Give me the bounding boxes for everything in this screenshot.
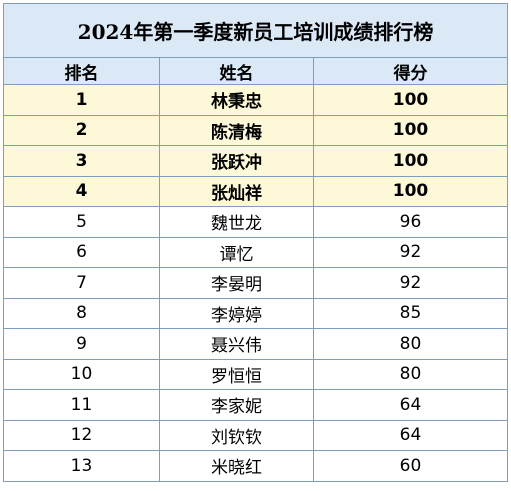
score-cell: 60 <box>313 450 508 482</box>
rank-cell: 12 <box>3 419 160 451</box>
table-row: 6 谭忆 92 <box>3 236 508 268</box>
table-row: 10 罗恒恒 80 <box>3 358 508 390</box>
name-cell: 刘钦钦 <box>159 419 314 451</box>
rank-cell: 4 <box>3 175 160 207</box>
score-cell: 92 <box>313 236 508 268</box>
table-row: 2 陈清梅 100 <box>3 114 508 146</box>
name-cell: 张跃冲 <box>159 145 314 177</box>
score-cell: 100 <box>313 145 508 177</box>
table-row: 5 魏世龙 96 <box>3 206 508 238</box>
rank-cell: 10 <box>3 358 160 390</box>
table-row: 1 林秉忠 100 <box>3 84 508 116</box>
rank-cell: 8 <box>3 297 160 329</box>
table-row: 7 李晏明 92 <box>3 267 508 299</box>
header-rank: 排名 <box>3 57 160 85</box>
score-cell: 100 <box>313 114 508 146</box>
score-cell: 96 <box>313 206 508 238</box>
name-cell: 米晓红 <box>159 450 314 482</box>
score-cell: 85 <box>313 297 508 329</box>
table-row: 3 张跃冲 100 <box>3 145 508 177</box>
rank-cell: 6 <box>3 236 160 268</box>
name-cell: 李家妮 <box>159 389 314 421</box>
header-row: 排名 姓名 得分 <box>3 57 508 85</box>
name-cell: 谭忆 <box>159 236 314 268</box>
rank-cell: 3 <box>3 145 160 177</box>
name-cell: 陈清梅 <box>159 114 314 146</box>
table-row: 12 刘钦钦 64 <box>3 419 508 451</box>
name-cell: 李晏明 <box>159 267 314 299</box>
rank-cell: 1 <box>3 84 160 116</box>
table-row: 13 米晓红 60 <box>3 450 508 482</box>
name-cell: 林秉忠 <box>159 84 314 116</box>
ranking-table: 2024年第一季度新员工培训成绩排行榜 排名 姓名 得分 1 林秉忠 100 2 陈清梅… <box>3 3 508 482</box>
rank-cell: 2 <box>3 114 160 146</box>
table-title: 2024年第一季度新员工培训成绩排行榜 <box>3 3 508 58</box>
rank-cell: 7 <box>3 267 160 299</box>
table-row: 4 张灿祥 100 <box>3 175 508 207</box>
rank-cell: 9 <box>3 328 160 360</box>
header-name: 姓名 <box>159 57 314 85</box>
score-cell: 64 <box>313 419 508 451</box>
name-cell: 聂兴伟 <box>159 328 314 360</box>
score-cell: 80 <box>313 358 508 390</box>
rank-cell: 5 <box>3 206 160 238</box>
name-cell: 魏世龙 <box>159 206 314 238</box>
rank-cell: 13 <box>3 450 160 482</box>
score-cell: 64 <box>313 389 508 421</box>
rank-cell: 11 <box>3 389 160 421</box>
name-cell: 张灿祥 <box>159 175 314 207</box>
title-row: 2024年第一季度新员工培训成绩排行榜 <box>3 3 508 58</box>
name-cell: 罗恒恒 <box>159 358 314 390</box>
header-score: 得分 <box>313 57 508 85</box>
score-cell: 80 <box>313 328 508 360</box>
table-row: 9 聂兴伟 80 <box>3 328 508 360</box>
score-cell: 100 <box>313 175 508 207</box>
score-cell: 92 <box>313 267 508 299</box>
name-cell: 李婷婷 <box>159 297 314 329</box>
table-row: 8 李婷婷 85 <box>3 297 508 329</box>
table-row: 11 李家妮 64 <box>3 389 508 421</box>
score-cell: 100 <box>313 84 508 116</box>
